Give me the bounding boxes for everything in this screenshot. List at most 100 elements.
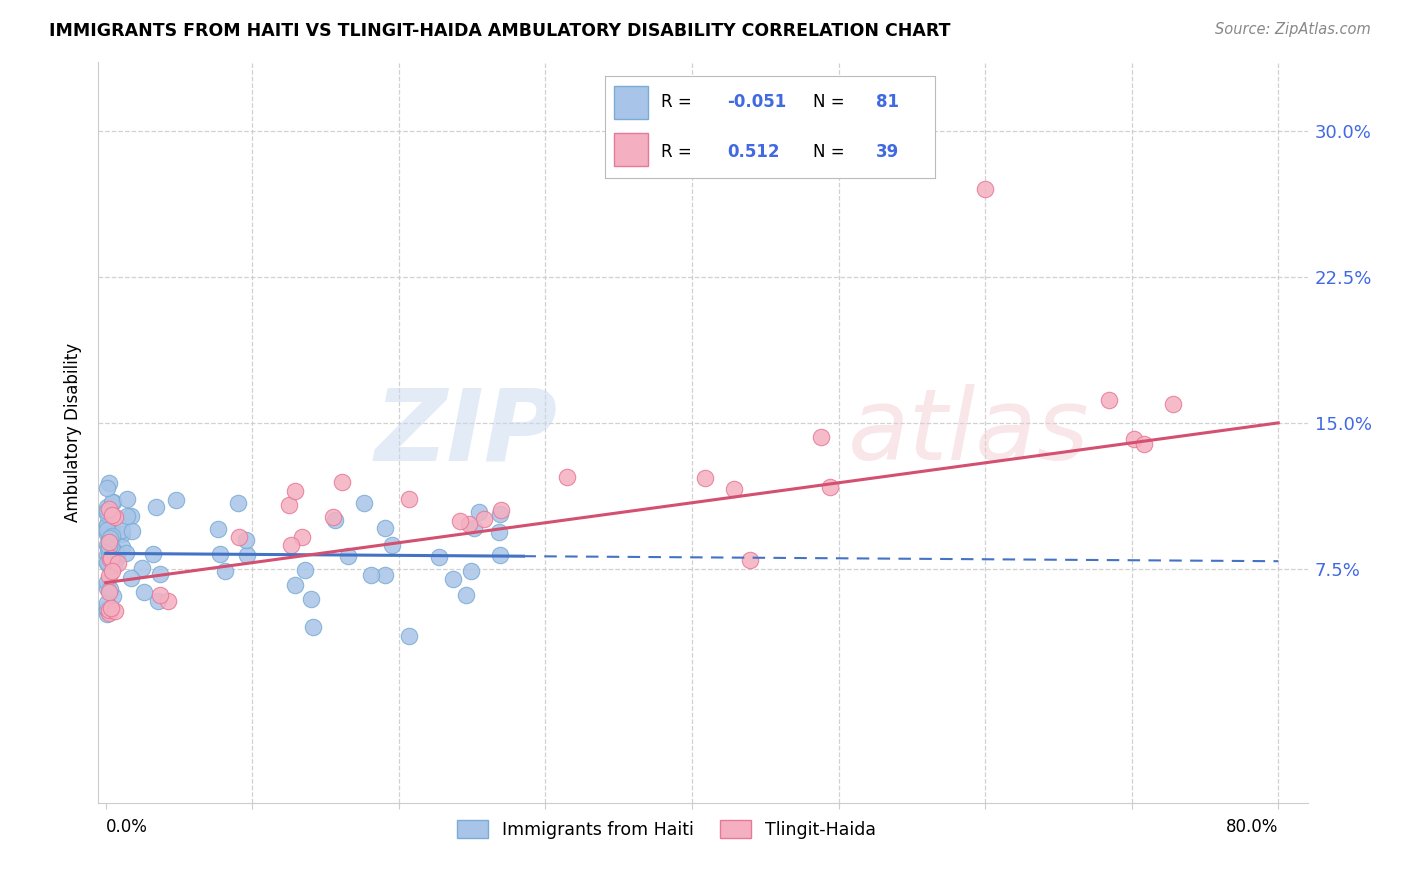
Text: R =: R =	[661, 94, 692, 112]
Point	[299, 592, 322, 607]
Point	[101, 564, 124, 578]
Point	[97, 558, 120, 573]
Point	[107, 557, 129, 571]
Point	[207, 522, 229, 536]
Point	[96, 607, 118, 621]
Point	[555, 470, 578, 484]
Text: atlas: atlas	[848, 384, 1090, 481]
Text: -0.051: -0.051	[727, 94, 786, 112]
Point	[105, 547, 128, 561]
Point	[441, 572, 464, 586]
Point	[398, 491, 420, 506]
Point	[111, 526, 134, 541]
Point	[284, 578, 307, 592]
Text: 0.0%: 0.0%	[105, 818, 148, 837]
Point	[100, 551, 122, 566]
Point	[104, 510, 127, 524]
Point	[101, 528, 124, 542]
Point	[460, 565, 482, 579]
Point	[489, 549, 512, 563]
Point	[96, 596, 118, 610]
Point	[97, 535, 120, 549]
Point	[97, 568, 120, 582]
Point	[157, 594, 180, 608]
Point	[115, 491, 138, 506]
Text: 0.512: 0.512	[727, 143, 779, 161]
Point	[98, 475, 121, 490]
Point	[98, 551, 121, 566]
Point	[103, 558, 125, 573]
Legend: Immigrants from Haiti, Tlingit-Haida: Immigrants from Haiti, Tlingit-Haida	[450, 814, 883, 846]
Point	[456, 588, 478, 602]
Text: N =: N =	[813, 143, 845, 161]
Point	[96, 507, 118, 521]
Point	[98, 582, 121, 596]
Y-axis label: Ambulatory Disability: Ambulatory Disability	[65, 343, 83, 522]
Point	[101, 524, 124, 539]
Point	[374, 521, 396, 535]
Point	[104, 546, 127, 560]
Text: 80.0%: 80.0%	[1226, 818, 1278, 837]
Point	[457, 517, 479, 532]
Point	[214, 564, 236, 578]
Point	[142, 547, 165, 561]
Point	[693, 471, 716, 485]
Point	[97, 501, 120, 516]
Text: Source: ZipAtlas.com: Source: ZipAtlas.com	[1215, 22, 1371, 37]
Point	[96, 557, 118, 571]
Point	[323, 513, 346, 527]
Point	[97, 548, 120, 562]
Point	[810, 430, 832, 444]
Point	[96, 574, 118, 589]
Point	[115, 509, 138, 524]
Bar	[614, 133, 648, 166]
Point	[100, 541, 122, 555]
Point	[489, 507, 512, 521]
Point	[291, 530, 314, 544]
Point	[374, 568, 396, 582]
Point	[96, 481, 118, 495]
Point	[235, 533, 257, 547]
Point	[280, 538, 302, 552]
Point	[101, 590, 124, 604]
Point	[322, 509, 344, 524]
Point	[98, 506, 121, 520]
Point	[149, 566, 172, 581]
Point	[97, 603, 120, 617]
Point	[100, 601, 122, 615]
Point	[974, 182, 997, 196]
Point	[97, 584, 120, 599]
Point	[360, 567, 382, 582]
Text: 81: 81	[876, 94, 898, 112]
Point	[145, 500, 167, 515]
Point	[488, 524, 510, 539]
Text: 39: 39	[876, 143, 898, 161]
Point	[381, 538, 404, 552]
Point	[96, 581, 118, 595]
Point	[121, 524, 143, 538]
Point	[96, 555, 118, 569]
Point	[236, 549, 259, 563]
Point	[111, 540, 134, 554]
Point	[103, 495, 125, 509]
Bar	[614, 87, 648, 119]
Point	[114, 546, 136, 560]
Point	[738, 552, 761, 566]
Point	[302, 620, 325, 634]
Point	[98, 531, 121, 545]
Point	[283, 483, 305, 498]
Point	[96, 602, 118, 616]
Text: ZIP: ZIP	[375, 384, 558, 481]
Point	[449, 514, 471, 528]
Point	[294, 563, 316, 577]
Point	[1098, 393, 1121, 408]
Point	[96, 602, 118, 616]
Point	[149, 588, 172, 602]
Point	[96, 538, 118, 552]
Text: R =: R =	[661, 143, 692, 161]
Point	[165, 493, 187, 508]
Point	[97, 541, 120, 555]
Text: N =: N =	[813, 94, 845, 112]
Point	[96, 548, 118, 562]
Point	[228, 530, 250, 544]
